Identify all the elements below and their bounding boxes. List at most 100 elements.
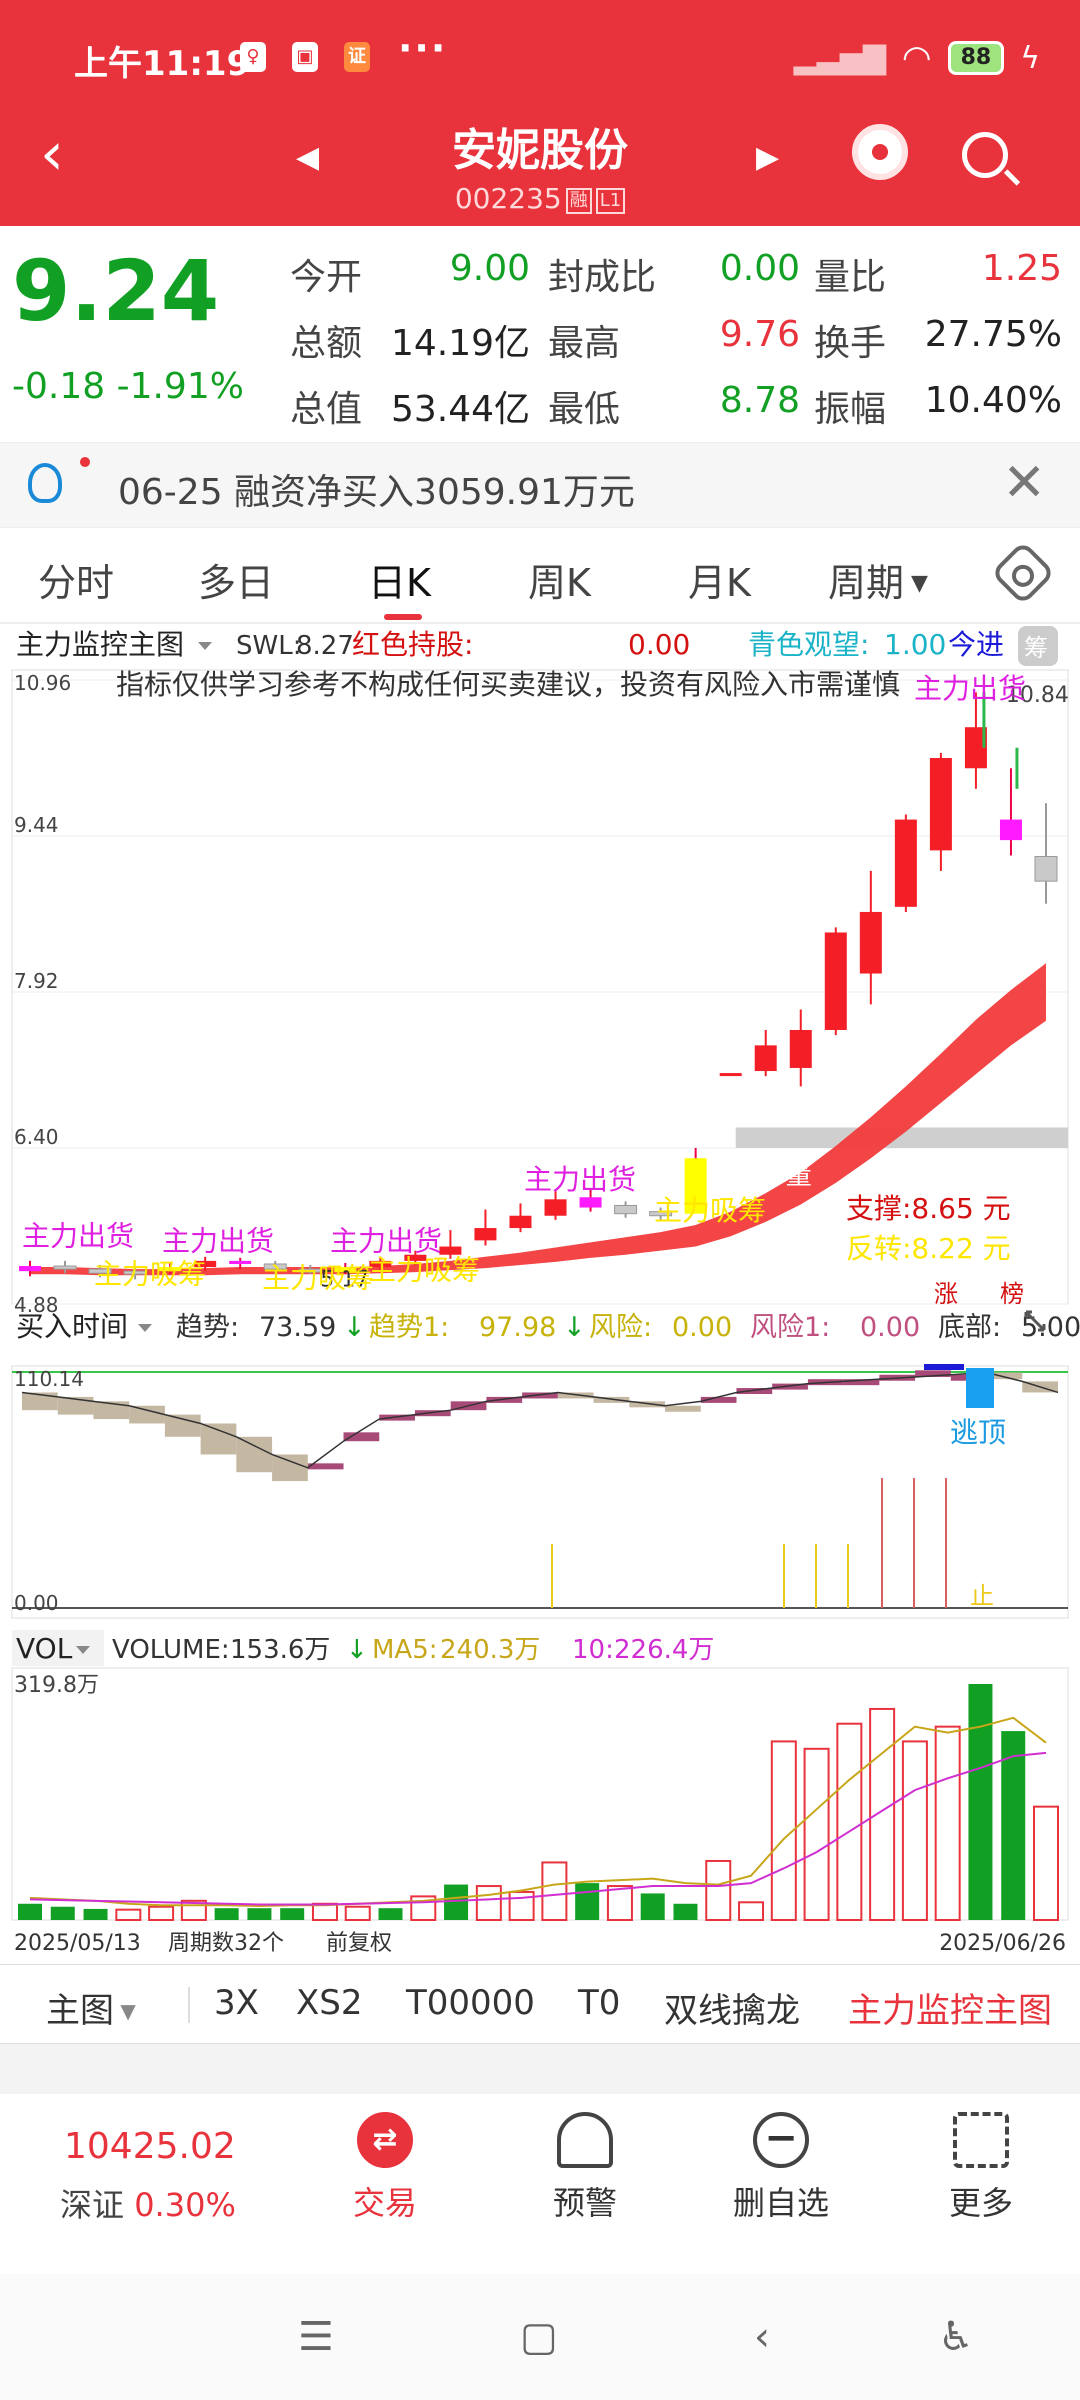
collapsed-strip (0, 2044, 1080, 2094)
escape-marker (966, 1368, 994, 1408)
volume-bar (444, 1884, 469, 1920)
volume-bar (803, 1747, 830, 1921)
indicator-double-line[interactable]: 双线擒龙 (664, 1991, 800, 2031)
buy-indicator-selector: 买入时间 (16, 1310, 128, 1343)
y-tick-label: 9.44 (14, 813, 59, 837)
dropdown-icon: ▼ (114, 1999, 136, 2023)
quote-label: 量比 (814, 257, 887, 298)
indicator-xs2[interactable]: XS2 (296, 1983, 363, 2023)
main-indicator-selector: 主力监控主图 (16, 628, 184, 661)
index-value[interactable]: 10425.02 (64, 2126, 236, 2167)
sell-signal-label: 主力出货 (162, 1225, 274, 1258)
volume-bar (148, 1905, 175, 1921)
wifi-icon: ◠ (901, 38, 932, 78)
volume-bar (968, 1684, 993, 1920)
candle-body (579, 1197, 602, 1208)
candle-body (719, 1073, 742, 1077)
ma10-label: 10: (572, 1635, 614, 1665)
tab-multi-day[interactable]: 多日 (198, 561, 275, 605)
remove-watchlist-button[interactable]: − 删自选 (706, 2112, 856, 2224)
end-date: 2025/06/26 (939, 1931, 1066, 1956)
buy-metric-label: 底部: (938, 1312, 1001, 1343)
buy-metric-label: 风险: (589, 1312, 652, 1343)
candle-body (53, 1265, 77, 1270)
swl-value: 8.27 (296, 631, 354, 661)
indicator-t0[interactable]: T0 (578, 1983, 621, 2023)
tab-weekly-k[interactable]: 周K (528, 561, 591, 605)
volume-bar (541, 1861, 568, 1921)
margin-tag: 融 (565, 188, 592, 214)
tab-period[interactable]: 周期 ▼ (828, 552, 928, 607)
mascot-icon[interactable] (852, 124, 908, 180)
settings-icon[interactable] (990, 540, 1056, 606)
back-nav-icon[interactable]: ‹ (754, 2314, 770, 2360)
today-label: 今进 (948, 628, 1004, 661)
quote-label: 最高 (548, 323, 621, 364)
trade-button[interactable]: ⇄ 交易 (310, 2112, 460, 2224)
main-chart-label: 主图 (46, 1991, 114, 2031)
volume-bar (640, 1893, 665, 1920)
next-stock-icon[interactable]: ▶ (756, 140, 780, 175)
back-icon[interactable]: ‹ (40, 119, 64, 189)
high-price-label: 10.84 (1006, 683, 1069, 708)
sell-signal-label: 主力出货 (914, 672, 1026, 705)
y-tick-label: 6.40 (14, 1125, 59, 1149)
red-hold-value: 0.00 (628, 628, 690, 661)
volume-bar (901, 1740, 928, 1921)
cyan-watch-label: 青色观望: (748, 628, 869, 661)
indicator-t00000[interactable]: T00000 (406, 1983, 535, 2023)
main-chart-selector[interactable]: 主图 ▼ (46, 1983, 136, 2032)
prev-stock-icon[interactable]: ◀ (296, 140, 320, 175)
notification-icon: ♀ (240, 42, 266, 72)
quote-value: 1.25 (981, 248, 1062, 289)
candle-body (929, 758, 952, 851)
indicator-3x[interactable]: 3X (214, 1983, 259, 2023)
volume-bar (344, 1905, 371, 1921)
volume-value: 153.6万 (230, 1635, 330, 1665)
alert-button[interactable]: 预警 (510, 2112, 660, 2224)
stop-label: 止 (970, 1582, 994, 1610)
quote-value: 27.75% (924, 314, 1062, 355)
support-zone (735, 1127, 1068, 1148)
chart-area[interactable]: 10.96 9.44 7.92 6.40 4.88 10.84 5.17 指标仅供学习参考不构… (0, 624, 1080, 1964)
top-bar: 上午11:19 ♀ ▣ 证 ··· ▂▃▅▇ ◠ 88 ϟ ‹ ◀ 安妮股份 ▶… (0, 0, 1080, 226)
trend-block (343, 1432, 380, 1442)
tab-monthly-k[interactable]: 月K (688, 561, 751, 605)
notice-bar[interactable]: 06-25 融资净买入3059.91万元 ✕ (0, 442, 1080, 528)
tab-daily-k[interactable]: 日K (368, 561, 431, 605)
buy-metric-arrow: ↓ (343, 1312, 366, 1343)
trend-block (93, 1401, 130, 1420)
more-button[interactable]: 更多 (906, 2112, 1056, 2224)
trend-block (665, 1405, 701, 1412)
vol-panel-frame (11, 1667, 1069, 1921)
accessibility-icon[interactable]: ♿ (938, 2314, 974, 2360)
home-icon[interactable]: ▢ (520, 2314, 558, 2360)
more-label: 更多 (948, 2184, 1013, 2222)
candle-body (439, 1246, 462, 1255)
chart-svg[interactable]: 10.96 9.44 7.92 6.40 4.88 10.84 5.17 指标仅供学习参考不构… (0, 624, 1080, 1964)
buy-metric-value: 73.59 (259, 1312, 336, 1343)
buy-metric-label: 风险1: (750, 1312, 830, 1343)
buy-metric-value: 0.00 (672, 1312, 732, 1343)
dropdown-icon (198, 642, 212, 650)
volume-bar (214, 1908, 239, 1920)
sell-signal-label: 主力出货 (330, 1225, 442, 1258)
trend-block (915, 1370, 951, 1377)
remove-label: 删自选 (732, 2184, 829, 2222)
volume-bar (378, 1908, 403, 1920)
candle-body (754, 1045, 777, 1072)
trend-block (129, 1405, 165, 1424)
accumulate-signal-label: 主力吸筹 (654, 1194, 766, 1227)
grid-icon (953, 2112, 1009, 2168)
candle-body (88, 1268, 112, 1274)
candle-body (789, 1029, 812, 1068)
trend-block (736, 1388, 773, 1395)
indicator-main-monitor[interactable]: 主力监控主图 (848, 1991, 1052, 2031)
close-icon[interactable]: ✕ (1002, 453, 1046, 513)
index-label[interactable]: 深证 0.30% (60, 2180, 236, 2226)
search-icon[interactable] (962, 132, 1008, 178)
menu-icon[interactable]: ☰ (298, 2314, 334, 2360)
trade-label: 交易 (352, 2184, 417, 2222)
buy-metric-value: 97.98 (479, 1312, 556, 1343)
tab-intraday[interactable]: 分时 (38, 561, 115, 605)
